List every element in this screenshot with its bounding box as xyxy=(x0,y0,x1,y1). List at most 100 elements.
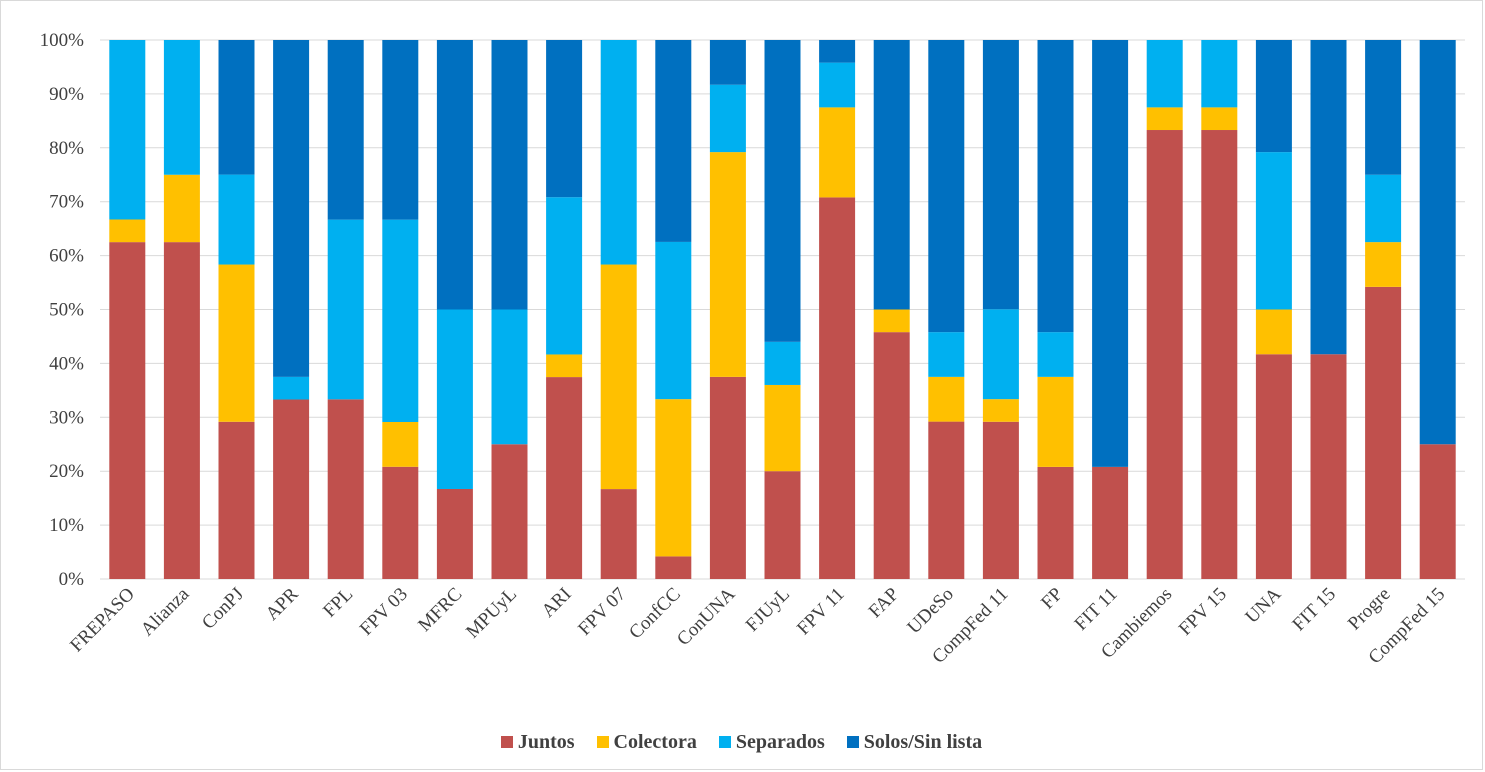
bar-segment-juntos xyxy=(1255,354,1292,579)
bar-segment-solos-sin-lista xyxy=(982,40,1019,310)
bar-segment-separados xyxy=(491,309,528,445)
bar-segment-separados xyxy=(600,40,637,265)
bar-segment-separados xyxy=(382,219,419,422)
bar-segment-solos-sin-lista xyxy=(546,40,583,198)
bar-segment-solos-sin-lista xyxy=(1037,40,1074,333)
x-tick-label: ARI xyxy=(538,584,576,622)
x-tick-label: FJUyL xyxy=(742,584,794,636)
bar-segment-colectora xyxy=(709,152,746,377)
bar-segment-colectora xyxy=(1201,107,1238,131)
x-tick-label: FPV 07 xyxy=(574,584,630,640)
bar-segment-juntos xyxy=(1310,354,1347,579)
bar-segment-juntos xyxy=(873,332,910,579)
bar-segment-juntos xyxy=(218,421,255,579)
legend-label: Separados xyxy=(735,730,825,753)
x-tick-label: Progre xyxy=(1344,584,1395,635)
x-tick-label: FIT 11 xyxy=(1071,584,1122,635)
bar-segment-solos-sin-lista xyxy=(491,40,528,310)
y-tick-label: 90% xyxy=(49,84,84,105)
bar-segment-solos-sin-lista xyxy=(382,40,419,220)
x-tick-label: FPL xyxy=(319,584,357,622)
bar-segment-separados xyxy=(1365,174,1402,243)
y-tick-label: 10% xyxy=(49,515,84,536)
bar-segment-solos-sin-lista xyxy=(873,40,910,310)
bar-segment-juntos xyxy=(1092,466,1129,579)
bar-segment-colectora xyxy=(163,174,200,243)
y-tick-label: 30% xyxy=(49,407,84,428)
bar-segment-juntos xyxy=(1037,466,1074,579)
x-tick-label: UDeSo xyxy=(903,584,957,638)
x-tick-label: FREPASO xyxy=(66,584,139,657)
bar-segment-colectora xyxy=(655,399,692,557)
x-tick-label: FIT 15 xyxy=(1288,584,1340,636)
bar-segment-separados xyxy=(655,241,692,400)
bar-segment-colectora xyxy=(382,421,419,467)
bar-segment-juntos xyxy=(655,556,692,579)
bar-segment-separados xyxy=(1037,332,1074,377)
bar-segment-juntos xyxy=(1146,130,1183,579)
bar-segment-separados xyxy=(109,40,146,220)
legend: Juntos Colectora Separados Solos/Sin lista xyxy=(0,727,1483,757)
bar-segment-juntos xyxy=(436,488,473,579)
bar-segment-juntos xyxy=(709,376,746,579)
bar-segment-separados xyxy=(928,332,965,377)
bar-segment-juntos xyxy=(1365,286,1402,579)
bar-segment-solos-sin-lista xyxy=(1310,40,1347,355)
bar-segment-separados xyxy=(982,309,1019,400)
bar-segment-colectora xyxy=(600,264,637,490)
bar-segment-juntos xyxy=(109,242,146,579)
bar-segment-solos-sin-lista xyxy=(1092,40,1129,467)
x-tick-label: FPV 11 xyxy=(793,584,849,640)
bar-segment-colectora xyxy=(109,219,146,243)
y-tick-label: 40% xyxy=(49,353,84,374)
bar-segment-separados xyxy=(1146,40,1183,108)
bar-segment-separados xyxy=(764,341,801,385)
x-tick-label: Alianza xyxy=(137,583,194,640)
x-tick-label: APR xyxy=(262,583,303,624)
bar-segment-separados xyxy=(709,84,746,153)
x-tick-label: MFRC xyxy=(414,584,466,636)
legend-item: Colectora xyxy=(596,731,697,754)
bar-segment-colectora xyxy=(982,399,1019,422)
legend-item: Juntos xyxy=(500,730,575,754)
bar-segment-solos-sin-lista xyxy=(218,40,255,175)
bar-segment-separados xyxy=(436,309,473,489)
bar-segment-juntos xyxy=(1419,444,1456,579)
legend-swatch xyxy=(846,736,859,748)
bar-segment-separados xyxy=(327,219,364,400)
legend-label: Juntos xyxy=(517,730,575,753)
x-tick-label: FP xyxy=(1037,584,1067,614)
legend-item: Solos/Sin lista xyxy=(846,731,982,754)
y-tick-label: 60% xyxy=(49,246,84,267)
bar-segment-juntos xyxy=(163,242,200,579)
bar-segment-solos-sin-lista xyxy=(1419,40,1456,445)
bar-segment-juntos xyxy=(382,466,419,579)
bar-segment-juntos xyxy=(600,489,637,579)
bar-segment-solos-sin-lista xyxy=(655,40,692,242)
bar-segment-juntos xyxy=(819,197,856,579)
bars xyxy=(109,40,1456,579)
bar-segment-solos-sin-lista xyxy=(709,40,746,85)
bar-segment-separados xyxy=(1255,152,1292,310)
bar-segment-juntos xyxy=(546,377,583,579)
bar-segment-separados xyxy=(819,62,856,108)
bar-segment-separados xyxy=(273,376,310,400)
bar-segment-juntos xyxy=(928,421,965,579)
bar-segment-separados xyxy=(163,40,200,175)
x-tick-label: ConUNA xyxy=(673,583,740,650)
bar-segment-solos-sin-lista xyxy=(273,40,310,377)
x-tick-label: MPUyL xyxy=(462,584,521,643)
bar-segment-colectora xyxy=(218,264,255,422)
y-tick-label: 80% xyxy=(49,138,84,159)
bar-segment-solos-sin-lista xyxy=(1255,40,1292,153)
bar-segment-solos-sin-lista xyxy=(928,40,965,333)
y-tick-label: 50% xyxy=(49,300,84,321)
legend-item: Separados xyxy=(718,730,825,754)
bar-segment-juntos xyxy=(982,421,1019,579)
bar-segment-colectora xyxy=(1037,376,1074,467)
bar-segment-juntos xyxy=(764,471,801,579)
bar-segment-colectora xyxy=(1255,309,1292,355)
bar-segment-colectora xyxy=(1146,107,1183,131)
